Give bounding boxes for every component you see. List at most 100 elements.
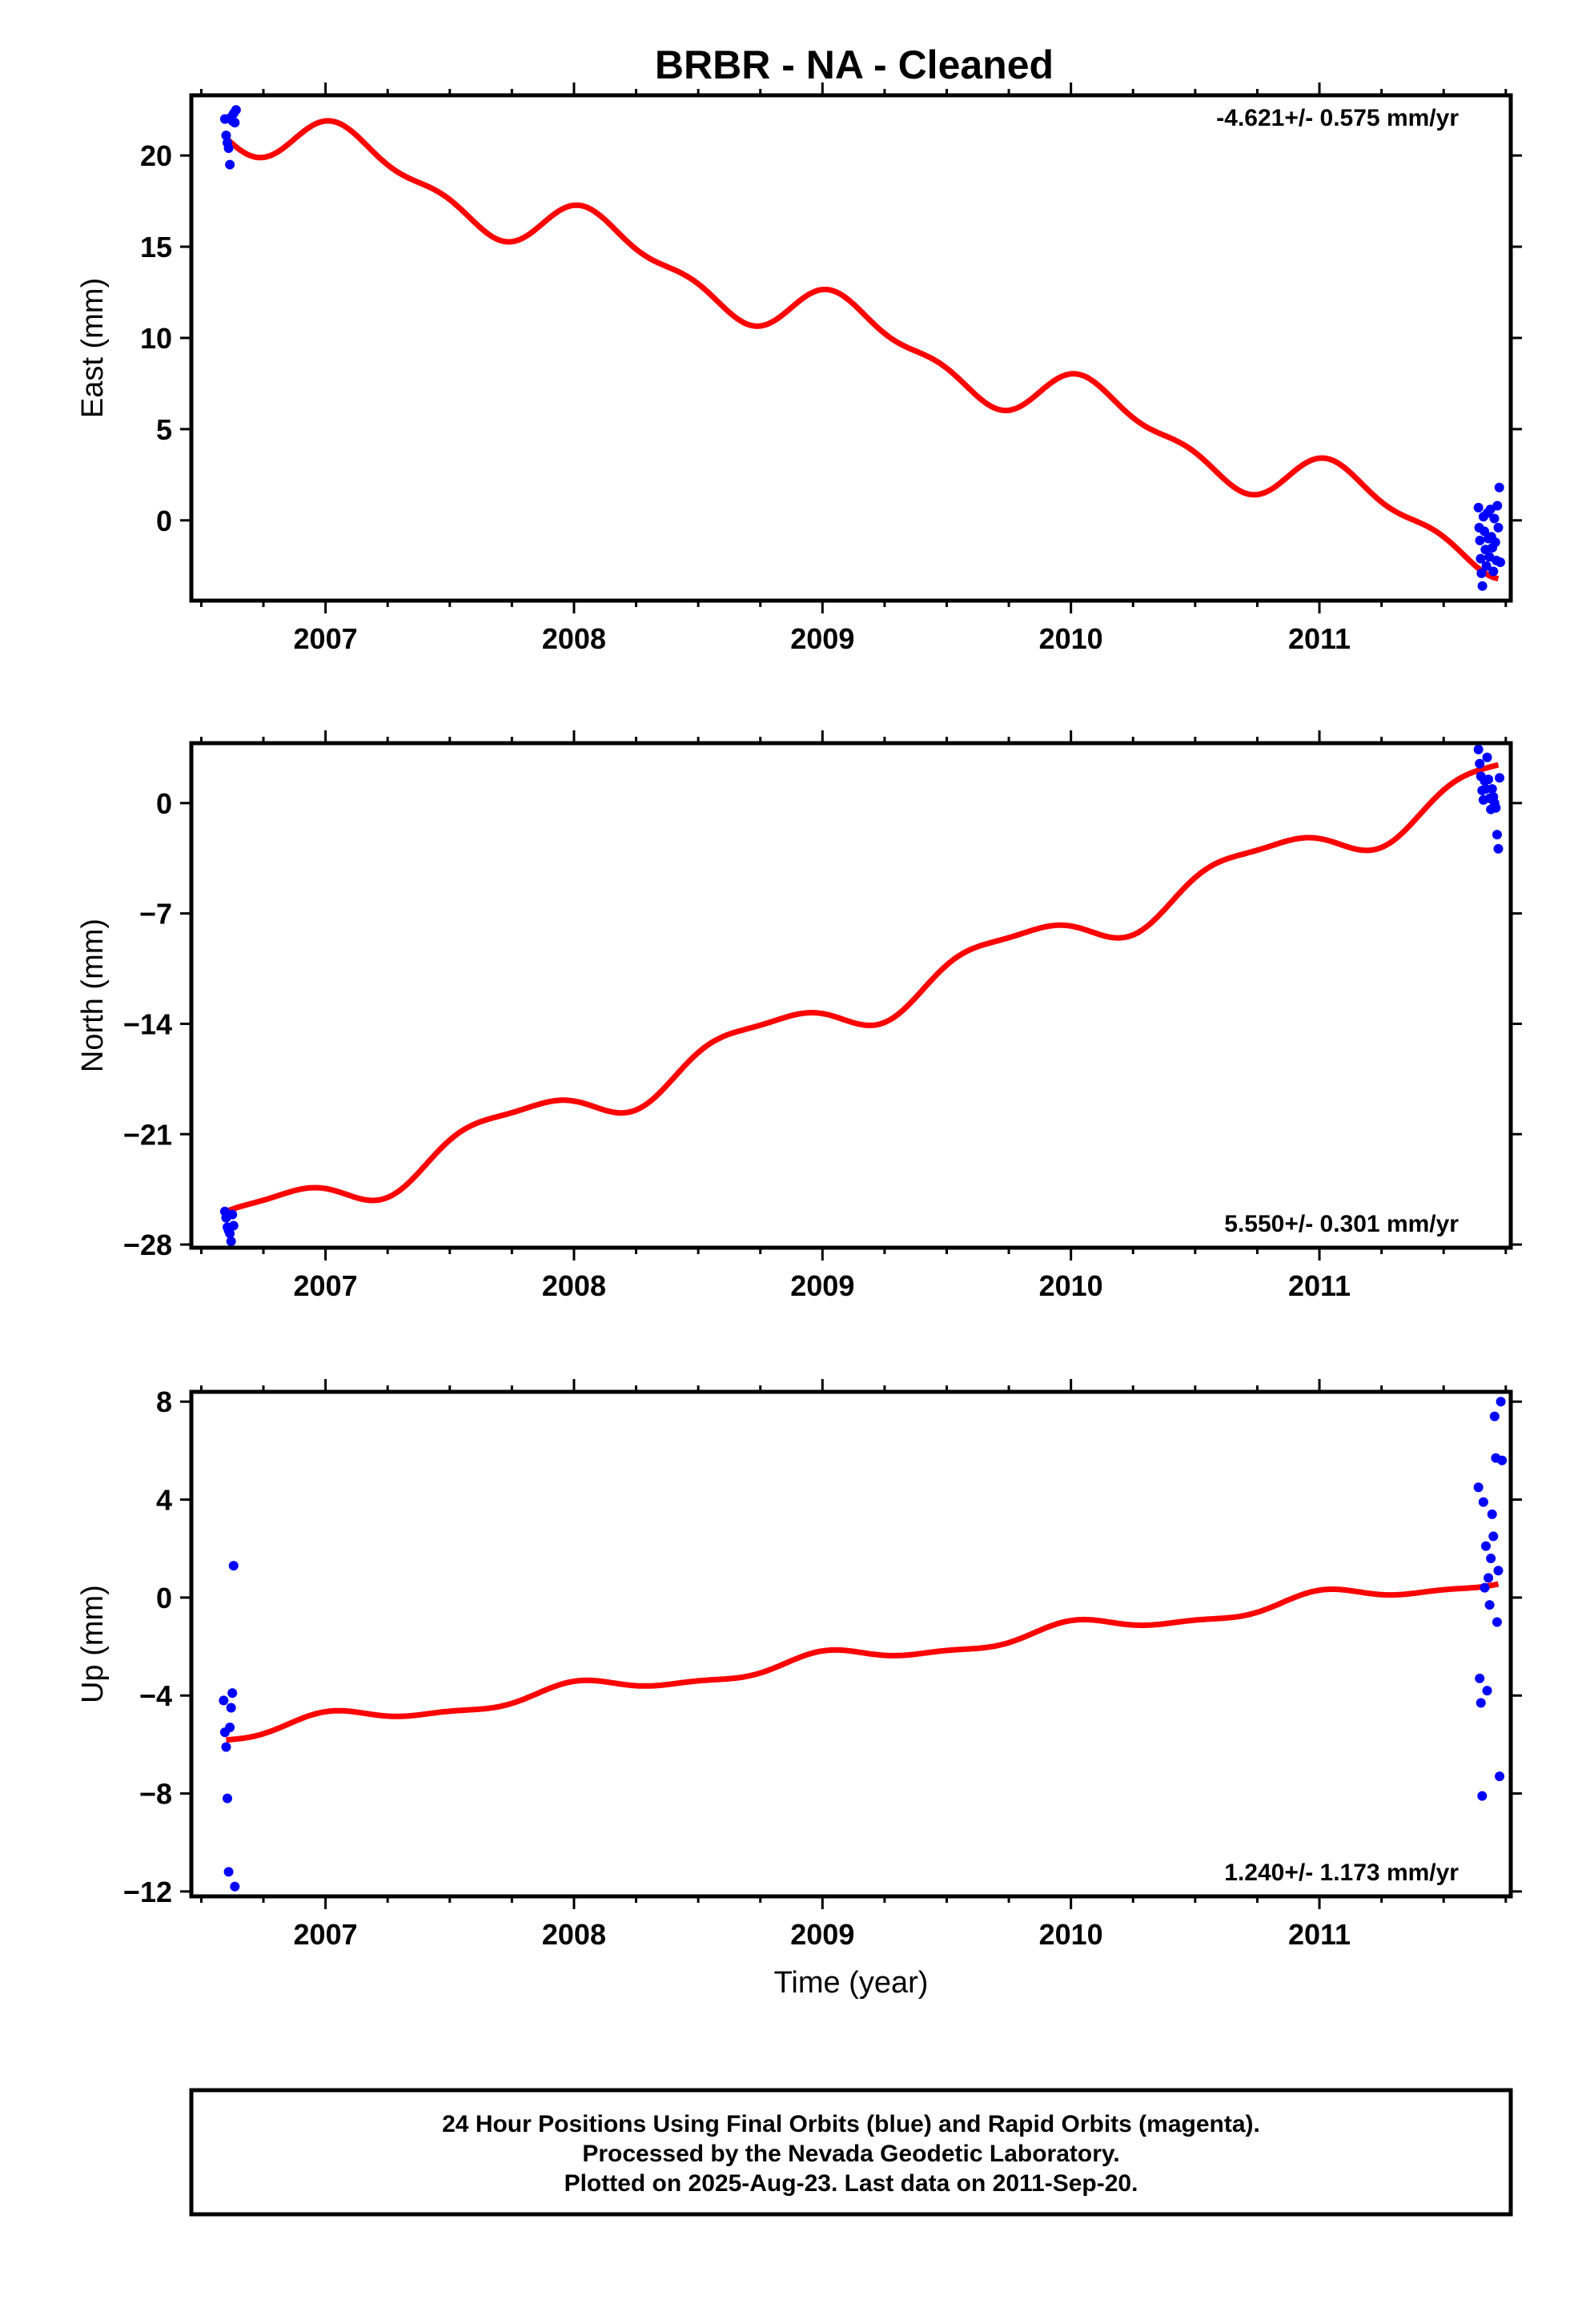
east-x-tick-label: 2011: [1288, 622, 1351, 655]
north-y-tick-label: −7: [139, 898, 172, 931]
up-data-point: [1475, 1673, 1485, 1683]
north-data-point: [1484, 774, 1494, 785]
east-data-point: [1490, 537, 1500, 548]
north-x-tick-label: 2011: [1288, 1269, 1351, 1302]
east-rate-label: -4.621+/- 0.575 mm/yr: [1216, 105, 1459, 131]
north-x-tick-label: 2007: [294, 1269, 358, 1302]
north-data-point: [1482, 752, 1492, 762]
east-data-point: [221, 131, 231, 141]
up-data-point: [1477, 1791, 1488, 1801]
up-data-point: [227, 1688, 238, 1699]
up-x-axis-label: Time (year): [774, 1966, 929, 2000]
north-x-tick-label: 2008: [542, 1269, 606, 1302]
north-plot-area: [219, 744, 1505, 1247]
up-data-point: [1480, 1582, 1490, 1593]
east-plot-area: [219, 105, 1505, 591]
east-data-point: [225, 159, 235, 170]
up-y-tick-label: 4: [156, 1484, 172, 1517]
north-y-axis-label: North (mm): [76, 919, 110, 1072]
east-y-tick-label: 0: [156, 505, 172, 537]
footer-line-3: Plotted on 2025-Aug-23. Last data on 201…: [564, 2170, 1138, 2197]
north-data-point: [226, 1236, 236, 1247]
north-data-point: [1491, 802, 1501, 813]
up-plot-area: [219, 1397, 1508, 1892]
up-panel: 2007 2008 2009 2010 2011 −12 −8 −4 0 4 8 Up (mm) Tim…: [76, 1379, 1522, 2000]
up-data-point: [219, 1695, 229, 1706]
up-y-tick-label: −4: [139, 1679, 172, 1712]
north-data-point: [1473, 744, 1484, 754]
east-y-tick-label: 5: [156, 413, 172, 446]
up-rate-label: 1.240+/- 1.173 mm/yr: [1224, 1860, 1459, 1886]
east-y-axis-label: East (mm): [76, 278, 110, 418]
north-y-tick-label: −28: [123, 1228, 172, 1261]
east-x-tick-label: 2007: [294, 622, 358, 655]
up-x-tick-label: 2009: [790, 1918, 854, 1951]
up-model-line: [225, 1581, 1500, 1743]
east-data-point: [230, 118, 240, 128]
east-x-tick-label: 2008: [542, 622, 606, 655]
up-data-point: [221, 1742, 231, 1752]
up-y-axis-label: Up (mm): [76, 1585, 110, 1703]
north-frame: [189, 741, 1513, 1250]
east-data-point: [1481, 561, 1492, 571]
east-data-point: [1492, 501, 1503, 511]
east-data-point: [1475, 535, 1485, 545]
east-y-tick-label: 15: [140, 231, 172, 263]
up-y-tick-label: −12: [123, 1876, 172, 1908]
north-model-line: [225, 762, 1500, 1215]
up-x-tick-label: 2008: [542, 1918, 606, 1951]
up-y-tick-label: −8: [139, 1778, 172, 1811]
east-model-line: [224, 118, 1500, 582]
up-x-tick-label: 2011: [1288, 1918, 1351, 1951]
east-x-tick-label: 2009: [790, 622, 854, 655]
figure-title: BRBR - NA - Cleaned: [655, 42, 1054, 87]
up-data-point: [1478, 1497, 1488, 1507]
east-data-point: [1473, 502, 1484, 513]
up-data-point: [1495, 1771, 1505, 1782]
north-data-point: [1492, 830, 1502, 840]
east-x-tick-label: 2010: [1039, 622, 1103, 655]
north-rate-label: 5.550+/- 0.301 mm/yr: [1224, 1211, 1459, 1237]
up-data-point: [1487, 1509, 1497, 1519]
east-data-point: [1495, 557, 1505, 568]
up-data-point: [1496, 1397, 1506, 1407]
up-frame: [189, 1389, 1513, 1899]
east-data-point: [223, 143, 234, 154]
up-data-point: [1497, 1455, 1508, 1466]
east-data-point: [1480, 526, 1490, 537]
north-x-tick-label: 2009: [790, 1269, 854, 1302]
east-frame: [189, 93, 1513, 603]
north-data-point: [1487, 784, 1497, 794]
north-y-tick-label: −21: [123, 1118, 172, 1151]
up-data-point: [228, 1561, 239, 1571]
east-data-point: [231, 105, 241, 115]
up-data-point: [1488, 1531, 1499, 1542]
up-y-tick-label: 0: [156, 1582, 172, 1614]
up-data-point: [1476, 1698, 1486, 1708]
north-y-tick-label: 0: [156, 787, 172, 820]
north-data-point: [227, 1209, 238, 1220]
east-y-tick-label: 10: [140, 322, 172, 355]
north-y-tick-label: −14: [123, 1007, 172, 1040]
up-data-point: [1484, 1600, 1495, 1610]
up-data-point: [1484, 1573, 1494, 1583]
north-x-tick-label: 2010: [1039, 1269, 1103, 1302]
up-data-point: [223, 1793, 233, 1803]
up-data-point: [223, 1867, 234, 1877]
up-y-tick-label: 8: [156, 1385, 172, 1418]
east-data-point: [1476, 568, 1487, 578]
east-data-point: [1489, 513, 1500, 524]
footer-box: 24 Hour Positions Using Final Orbits (bl…: [189, 2088, 1513, 2217]
up-data-point: [230, 1881, 240, 1892]
north-data-point: [1495, 773, 1505, 783]
east-data-point: [1477, 581, 1488, 591]
up-data-point: [1486, 1553, 1496, 1563]
up-data-point: [1480, 1541, 1491, 1551]
east-data-point: [1488, 566, 1499, 577]
east-data-point: [1476, 553, 1486, 564]
up-data-point: [1482, 1686, 1492, 1696]
up-x-tick-label: 2007: [294, 1918, 358, 1951]
north-data-point: [228, 1220, 239, 1231]
north-data-point: [225, 1228, 235, 1239]
